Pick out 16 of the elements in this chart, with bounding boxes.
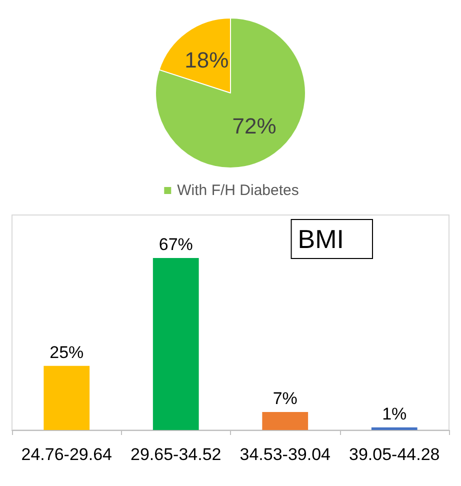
x-tick-label: 34.53-39.04 bbox=[240, 445, 330, 464]
data-label: 67% bbox=[158, 235, 193, 254]
bar bbox=[262, 412, 308, 430]
data-label: 7% bbox=[272, 389, 298, 408]
bar bbox=[152, 258, 199, 430]
data-label: 18% bbox=[184, 48, 229, 73]
data-label: 1% bbox=[382, 404, 407, 424]
x-tick-label: 24.76-29.64 bbox=[21, 445, 112, 464]
bar bbox=[44, 366, 90, 430]
data-label: 72% bbox=[232, 113, 276, 138]
bar bbox=[371, 427, 418, 430]
x-tick-label: 39.05-44.28 bbox=[349, 445, 440, 464]
data-label: 25% bbox=[50, 342, 84, 362]
x-tick-label: 29.65-34.52 bbox=[130, 445, 222, 464]
text: BMI bbox=[298, 224, 344, 254]
legend-label: With F/H Diabetes bbox=[177, 182, 299, 199]
